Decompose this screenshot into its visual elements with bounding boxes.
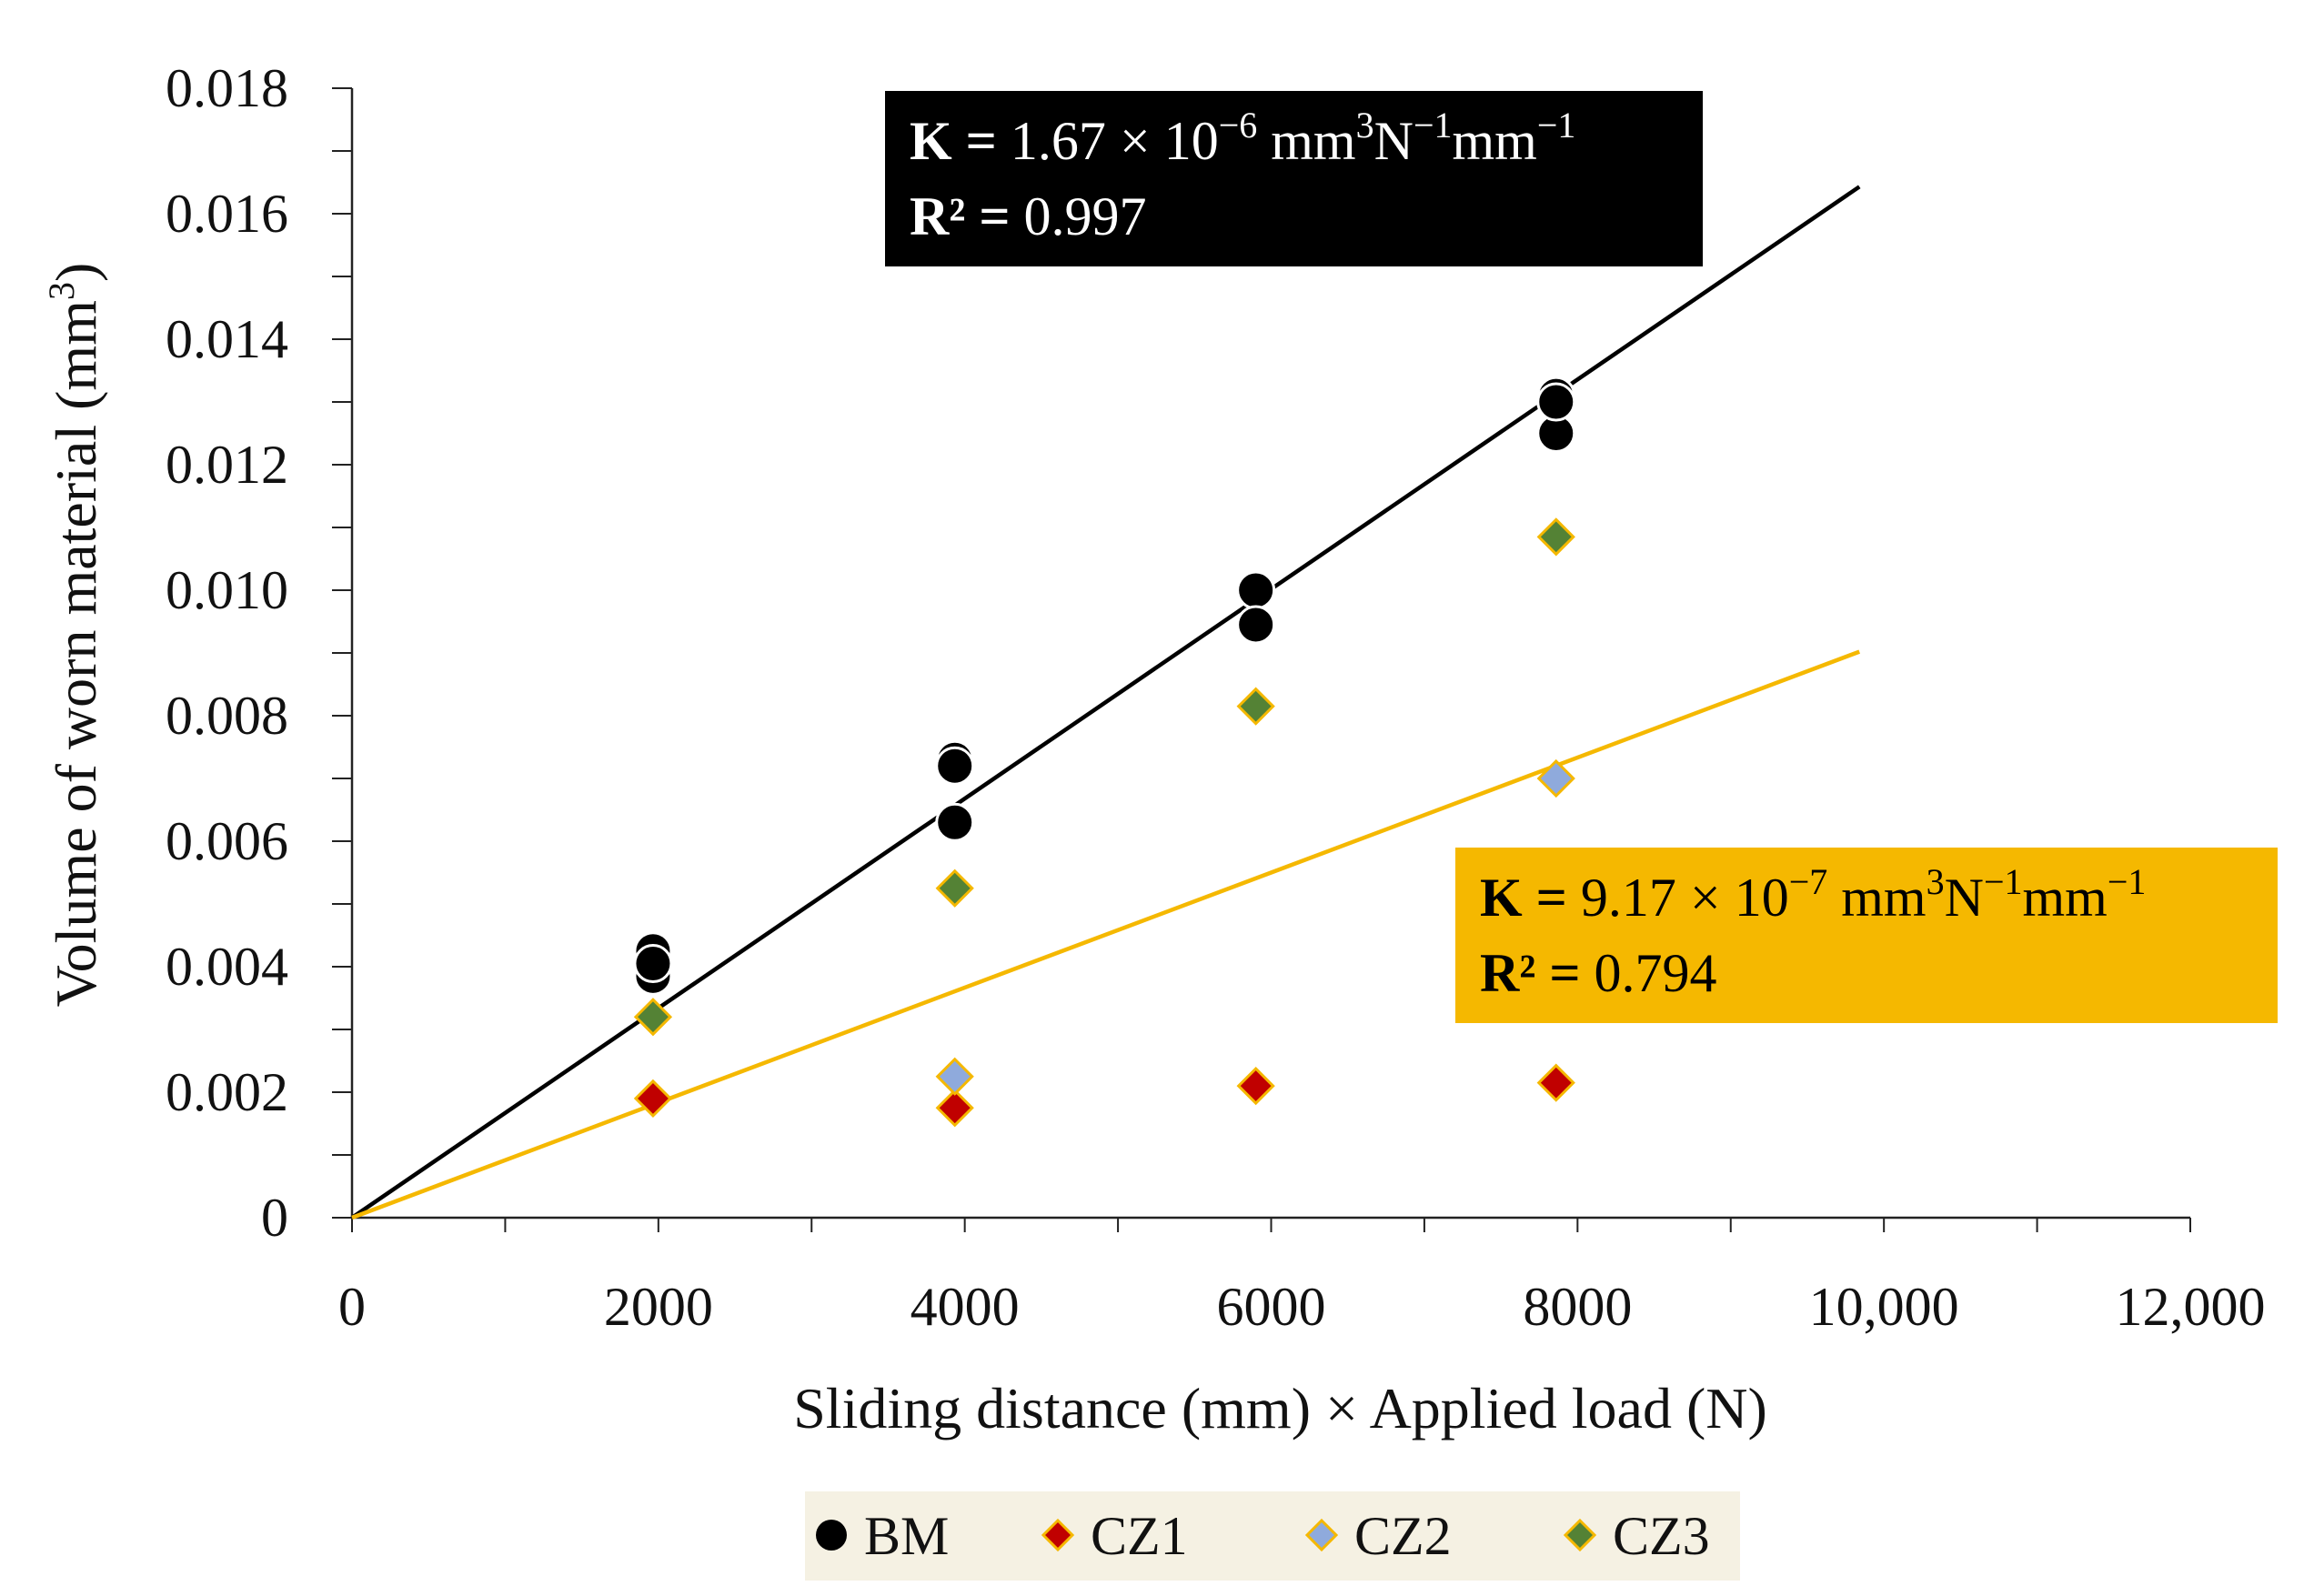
y-tick-label: 0.008 (166, 686, 288, 746)
cz1-point (1236, 1066, 1275, 1106)
bm-point (1536, 382, 1576, 422)
bm-point (935, 802, 975, 842)
x-tick-label: 0 (338, 1277, 366, 1337)
bm-fit-annotation-r2-line: R² = 0.997 (910, 186, 1147, 246)
y-tick-label: 0.014 (166, 309, 288, 369)
legend-marker-bm (816, 1520, 847, 1551)
bm-point (1236, 570, 1276, 610)
bm-point (935, 746, 975, 786)
cz2-point (1536, 758, 1575, 798)
cz-fit-annotation-k-line: K = 9.17 × 10−7 mm3N−1mm−1 (1480, 861, 2146, 928)
x-tick-label: 8000 (1523, 1277, 1632, 1337)
x-tick-label: 6000 (1217, 1277, 1326, 1337)
x-tick-label: 10,000 (1809, 1277, 1959, 1337)
legend-label-cz2: CZ2 (1354, 1506, 1452, 1566)
legend-label-bm: BM (864, 1506, 949, 1566)
cz3-point (1236, 687, 1275, 726)
y-tick-label: 0.004 (166, 937, 288, 997)
cz-fit-annotation: K = 9.17 × 10−7 mm3N−1mm−1 R² = 0.794 (1455, 848, 2278, 1023)
cz-fit-annotation-r2-line: R² = 0.794 (1480, 943, 1717, 1003)
legend: BM CZ1 CZ2 CZ3 (805, 1491, 1740, 1581)
bm-fit-annotation-box (885, 91, 1703, 266)
cz3-point (935, 868, 974, 908)
legend-label-cz3: CZ3 (1613, 1506, 1710, 1566)
cz1-point (935, 1089, 974, 1128)
legend-marker-cz3 (1563, 1518, 1597, 1552)
trendline-cz-fit (351, 649, 1861, 1220)
y-tick-label: 0.002 (166, 1062, 288, 1122)
y-tick-label: 0 (261, 1188, 288, 1248)
y-tick-label: 0.010 (166, 560, 288, 620)
y-tick-label: 0.016 (166, 184, 288, 244)
axes: 0 0.002 0.004 0.006 0.008 0.010 0.012 0.014 0.01… (41, 58, 2266, 1440)
data-points (633, 376, 1576, 1128)
bm-fit-annotation-k-line: K = 1.67 × 10−6 mm3N−1mm−1 (910, 105, 1575, 171)
y-axis-title: Volume of worn material (mm3) (41, 263, 108, 1008)
trendlines (350, 185, 1861, 1220)
legend-label-cz1: CZ1 (1091, 1506, 1188, 1566)
cz1-point (1536, 1063, 1575, 1102)
x-tick-label: 2000 (604, 1277, 713, 1337)
cz-fit-annotation-box (1455, 848, 2278, 1023)
y-tick-label: 0.018 (166, 58, 288, 118)
x-tick-label: 4000 (911, 1277, 1020, 1337)
x-tick-label: 12,000 (2116, 1277, 2266, 1337)
cz2-point (935, 1057, 974, 1096)
bm-point (633, 944, 673, 984)
cz1-point (633, 1079, 673, 1119)
legend-item-cz3: CZ3 (1563, 1506, 1710, 1566)
x-axis-title: Sliding distance (mm) × Applied load (N) (793, 1376, 1767, 1440)
bm-point (1236, 605, 1276, 645)
legend-item-cz1: CZ1 (1041, 1506, 1188, 1566)
y-tick-label: 0.012 (166, 435, 288, 495)
legend-item-cz2: CZ2 (1304, 1506, 1452, 1566)
trendline-bm-fit (350, 185, 1861, 1220)
legend-marker-cz1 (1041, 1518, 1075, 1552)
y-tick-label: 0.006 (166, 811, 288, 871)
legend-item-bm: BM (816, 1506, 949, 1566)
bm-fit-annotation: K = 1.67 × 10−6 mm3N−1mm−1 R² = 0.997 (885, 91, 1703, 266)
legend-marker-cz2 (1304, 1518, 1339, 1552)
cz3-point (633, 998, 673, 1037)
cz3-point (1536, 517, 1575, 557)
